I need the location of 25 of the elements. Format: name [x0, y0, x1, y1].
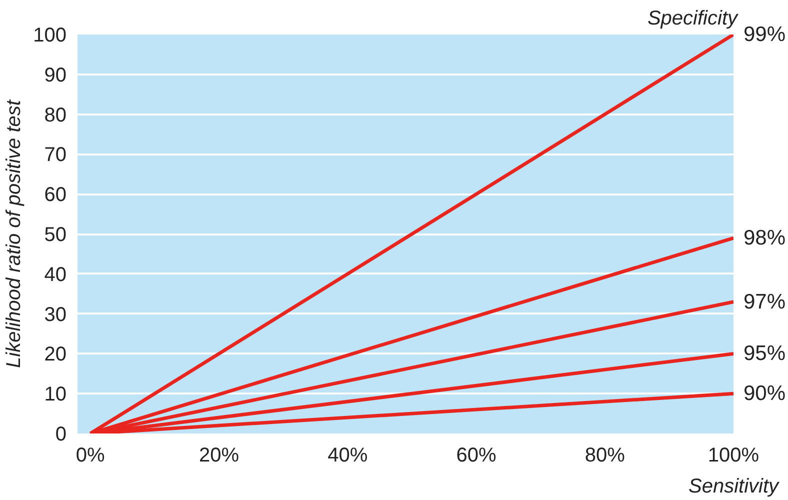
y-tick-label: 40 [44, 264, 67, 286]
series-label: 90% [744, 382, 786, 406]
y-tick-label: 70 [44, 144, 67, 166]
y-axis-title: Likelihood ratio of positive test [3, 98, 26, 368]
x-tick-label: 40% [328, 444, 368, 466]
y-tick-label: 20 [44, 344, 67, 366]
series-label: 98% [744, 226, 786, 250]
x-tick-label: 100% [708, 444, 760, 466]
x-tick-label: 20% [198, 444, 240, 466]
x-axis-title: Sensitivity [688, 476, 780, 498]
y-tick-label: 100 [33, 24, 67, 46]
x-tick-label: 0% [76, 444, 106, 466]
y-tick-label: 80 [44, 104, 67, 126]
legend-title: Specificity [647, 8, 738, 30]
y-tick-label: 60 [44, 184, 67, 206]
y-tick-label: 10 [44, 384, 67, 406]
y-tick-label: 0 [55, 424, 66, 446]
x-tick-label: 60% [456, 444, 496, 466]
y-tick-label: 50 [44, 224, 67, 246]
y-tick-label: 30 [44, 304, 67, 326]
series-label: 95% [744, 342, 786, 366]
x-tick-label: 80% [584, 444, 626, 466]
series-label: 97% [744, 290, 786, 314]
y-tick-label: 90 [44, 64, 67, 86]
series-label: 99% [744, 23, 786, 46]
